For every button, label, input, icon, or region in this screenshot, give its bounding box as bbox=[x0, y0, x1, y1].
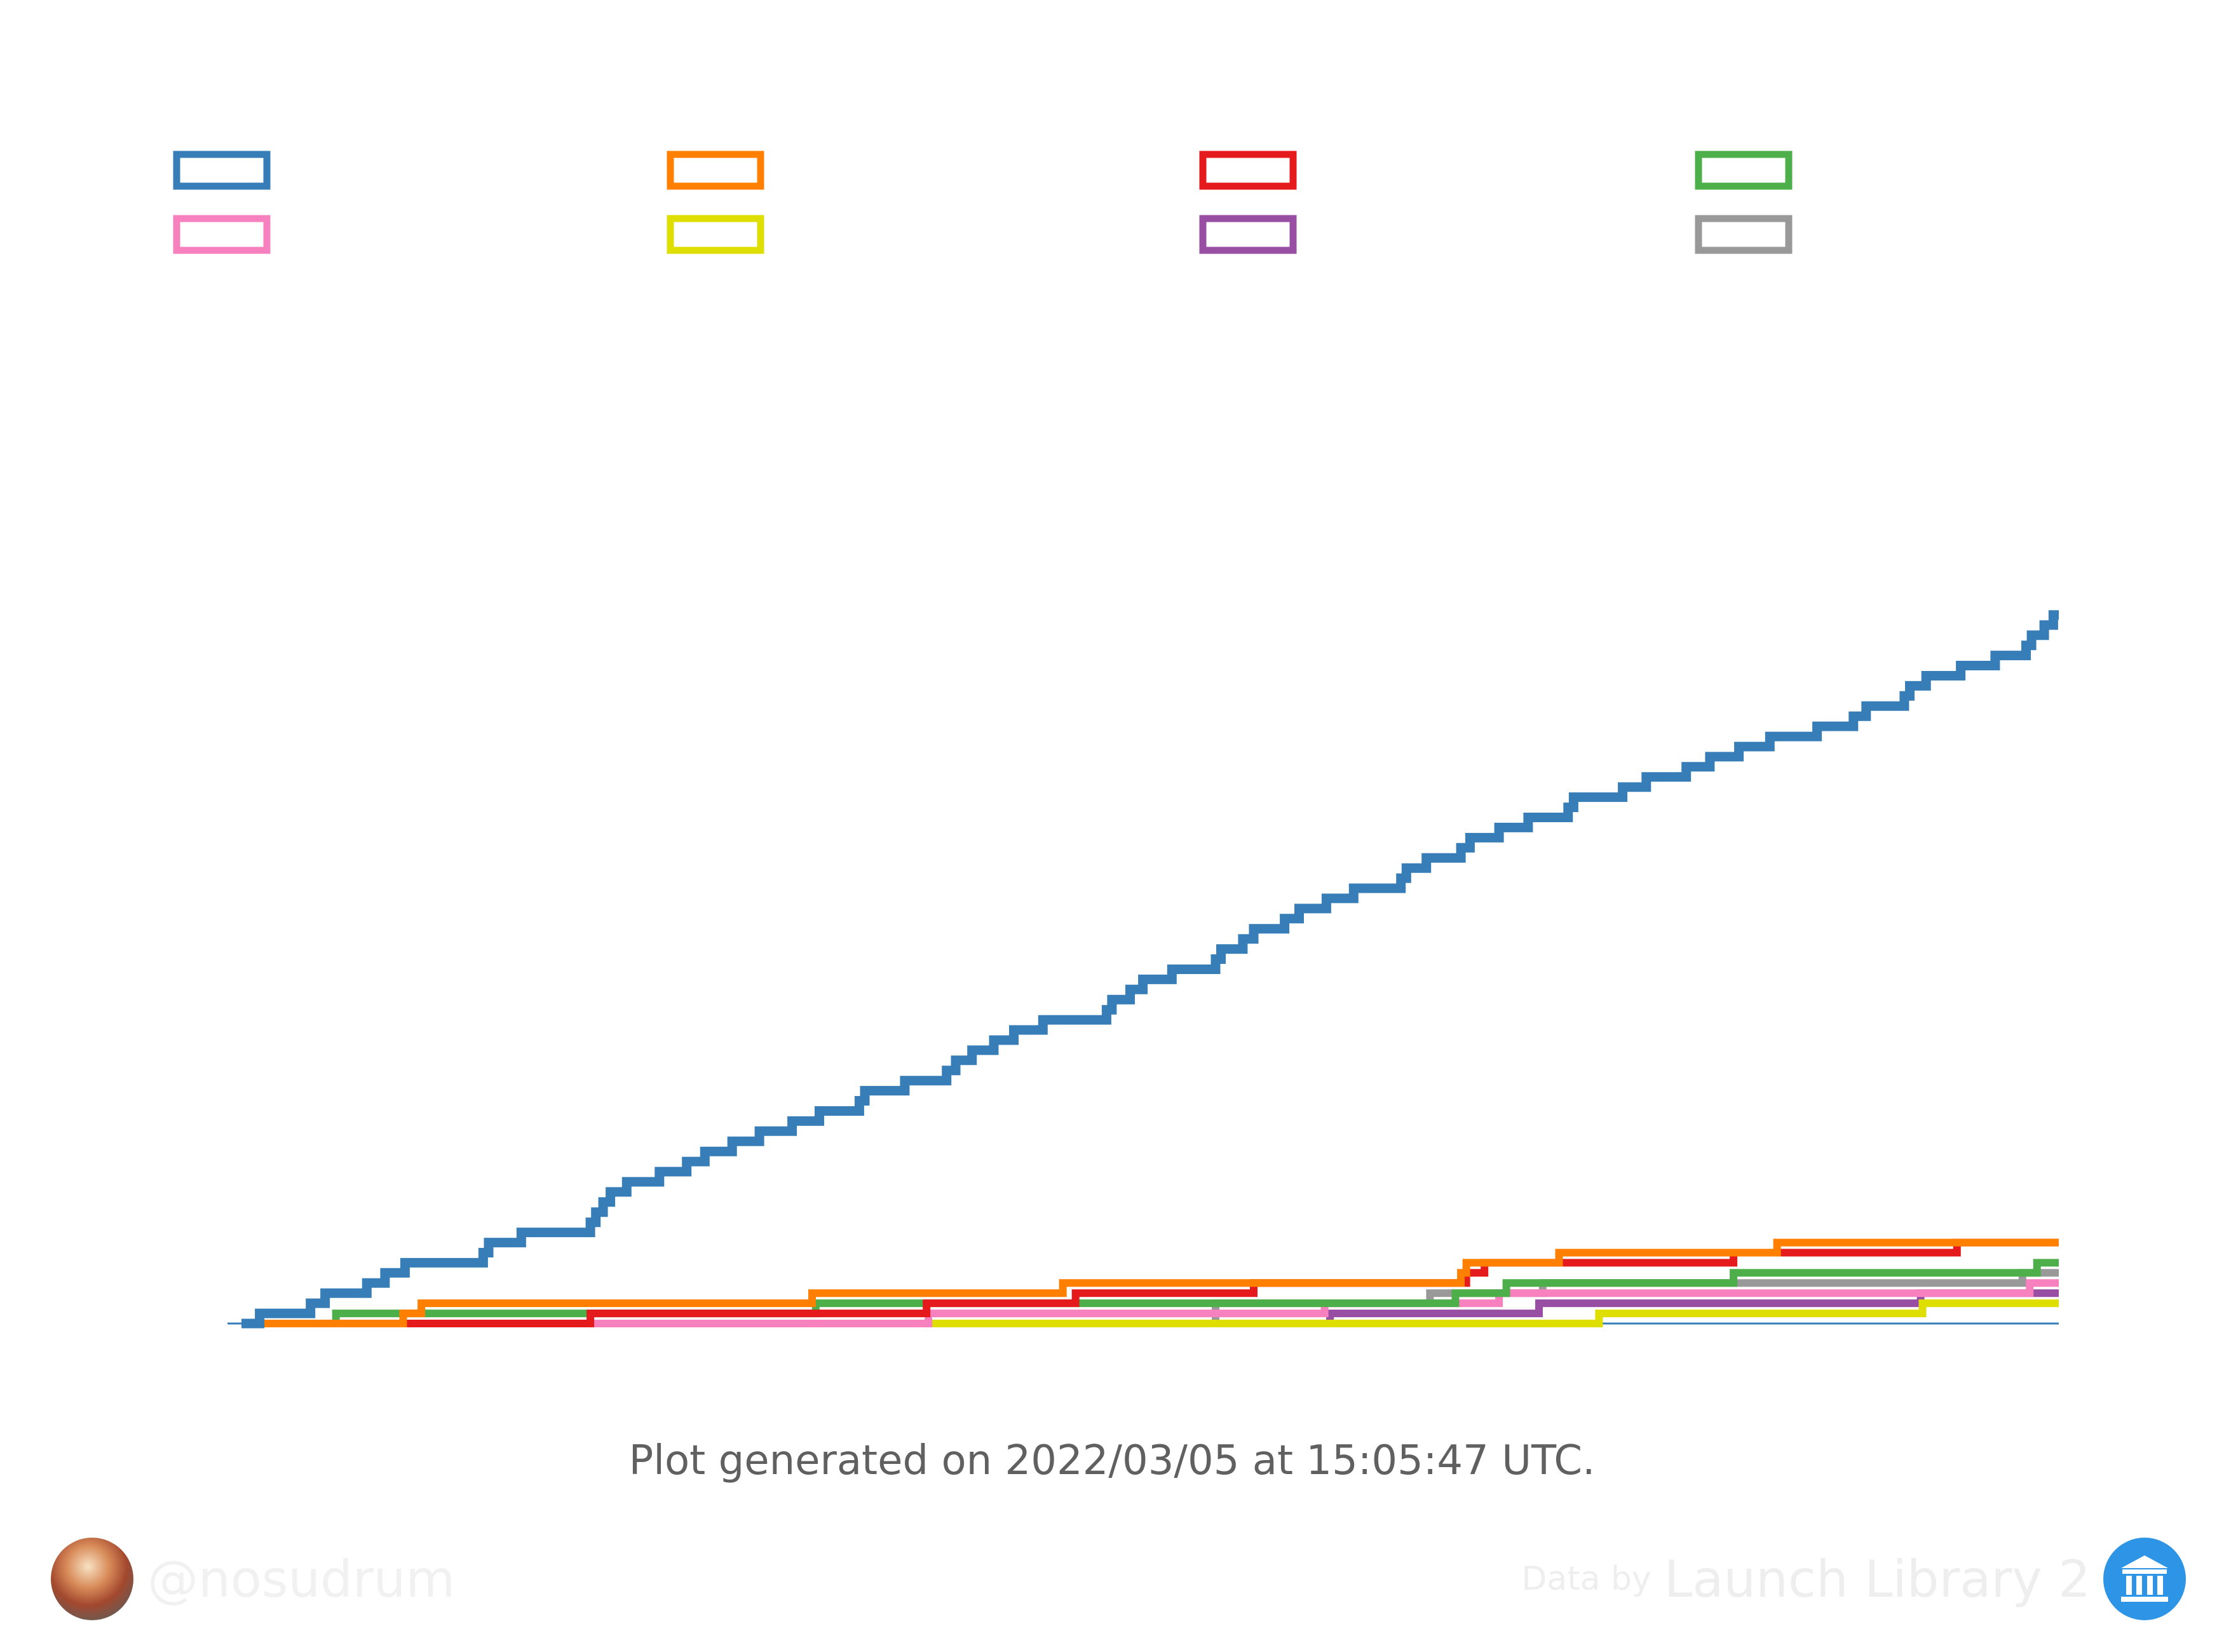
legend-swatch-6 bbox=[667, 215, 764, 254]
legend-swatch-7 bbox=[1199, 215, 1297, 254]
author-badge: @nosudrum bbox=[51, 1538, 455, 1620]
series-line-6 bbox=[241, 1299, 2059, 1327]
plot-generated-caption: Plot generated on 2022/03/05 at 15:05:47… bbox=[628, 1437, 1596, 1484]
legend-swatch-8 bbox=[1695, 215, 1793, 254]
author-handle: @nosudrum bbox=[147, 1549, 456, 1609]
launch-library-logo-icon bbox=[2103, 1538, 2186, 1620]
series-layer bbox=[241, 610, 2059, 1329]
credit-name: Launch Library 2 bbox=[1664, 1549, 2091, 1609]
series-line-4 bbox=[241, 1259, 2059, 1327]
series-line-3 bbox=[241, 1238, 2059, 1327]
legend-swatch-5 bbox=[173, 215, 271, 254]
data-credit: Data by Launch Library 2 bbox=[1521, 1538, 2186, 1620]
series-line-7 bbox=[241, 1289, 2059, 1327]
legend-swatch-4 bbox=[1695, 151, 1793, 190]
legend-swatch-2 bbox=[667, 151, 764, 190]
series-line-2 bbox=[241, 1238, 2059, 1327]
legend bbox=[173, 151, 1793, 254]
legend-swatch-1 bbox=[173, 151, 271, 190]
legend-swatch-3 bbox=[1199, 151, 1297, 190]
series-line-1 bbox=[241, 610, 2059, 1329]
plot-area bbox=[173, 151, 2059, 1329]
astronaut-avatar-icon bbox=[51, 1538, 133, 1620]
credit-prefix: Data by bbox=[1521, 1560, 1651, 1598]
